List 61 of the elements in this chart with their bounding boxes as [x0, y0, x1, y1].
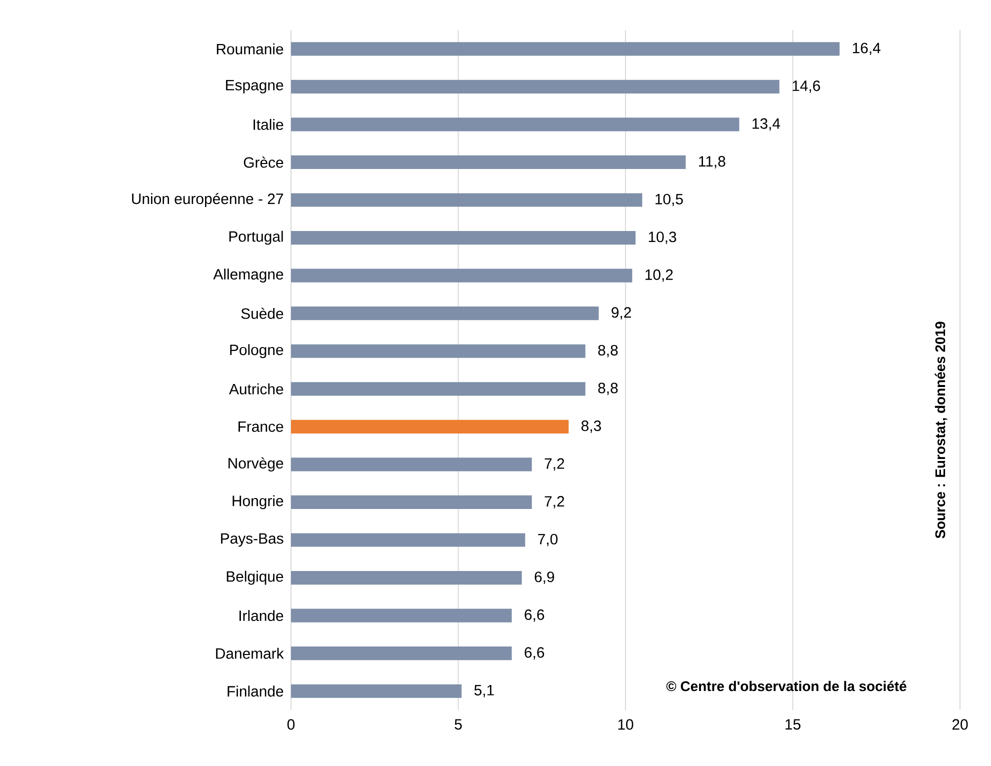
bar	[291, 268, 632, 282]
data-label: 8,8	[598, 344, 618, 358]
y-tick-label: Allemagne	[213, 268, 284, 283]
y-tick-label: Norvège	[228, 457, 284, 472]
y-tick-label: Union européenne - 27	[132, 192, 284, 208]
annotation: © Centre d'observation de la société	[666, 680, 906, 692]
data-label: 8,8	[598, 382, 618, 396]
bar	[291, 306, 599, 320]
bar	[291, 230, 636, 245]
data-label: 10,3	[648, 232, 676, 244]
bar	[291, 155, 686, 170]
y-tick-label: Belgique	[226, 570, 284, 585]
y-tick-label: Autriche	[229, 383, 284, 394]
y-tick-label: Pologne	[230, 344, 284, 358]
data-label: 7,2	[544, 458, 564, 471]
y-tick-label: Hongrie	[232, 495, 284, 510]
bar	[291, 646, 512, 660]
data-label: 5,1	[474, 685, 494, 698]
y-tick-label: Espagne	[226, 80, 284, 94]
bar	[291, 118, 740, 132]
y-tick-label: Pays-Bas	[221, 533, 284, 547]
y-tick-label: Italie	[254, 118, 284, 130]
y-tick-label: Roumanie	[216, 43, 284, 54]
x-tick-label: 5	[454, 719, 462, 730]
data-label: 6,6	[524, 647, 544, 660]
bar	[291, 382, 586, 396]
bar	[291, 684, 462, 698]
bar	[291, 42, 840, 56]
data-label: 6,6	[524, 609, 544, 622]
data-label: 13,4	[752, 118, 780, 131]
x-tick-label: 15	[786, 719, 800, 730]
bar	[291, 533, 526, 547]
bar	[291, 458, 532, 472]
y-tick-label: Suède	[241, 308, 284, 319]
data-label: 14,6	[792, 80, 820, 93]
bar	[291, 193, 642, 207]
bar	[291, 570, 522, 585]
data-label: 10,2	[646, 269, 673, 282]
x-tick-label: 0	[287, 719, 295, 730]
data-label: 16,4	[852, 42, 880, 56]
data-label: 8,3	[581, 420, 601, 433]
y-tick-label: Irlande	[240, 610, 284, 622]
bar	[291, 344, 586, 358]
data-label: 7,0	[538, 534, 558, 546]
y-tick-label: Danemark	[216, 648, 284, 659]
y-tick-label: Finlande	[228, 686, 284, 697]
bar	[291, 80, 780, 94]
data-label: 7,2	[544, 496, 564, 508]
bar	[291, 608, 512, 622]
data-label: 6,9	[534, 572, 554, 584]
data-label: 10,5	[656, 194, 683, 206]
x-tick-label: 10	[618, 719, 634, 730]
bar	[291, 495, 532, 510]
y-tick-label: Portugal	[229, 230, 283, 245]
x-tick-label: 20	[952, 719, 968, 730]
annotation: Source : Eurostat, données 2019	[934, 322, 948, 538]
bar	[291, 420, 569, 434]
y-tick-label: Grèce	[244, 156, 284, 168]
data-label: 11,8	[699, 156, 726, 168]
data-label: 9,2	[612, 307, 631, 320]
y-tick-label: France	[238, 421, 284, 432]
